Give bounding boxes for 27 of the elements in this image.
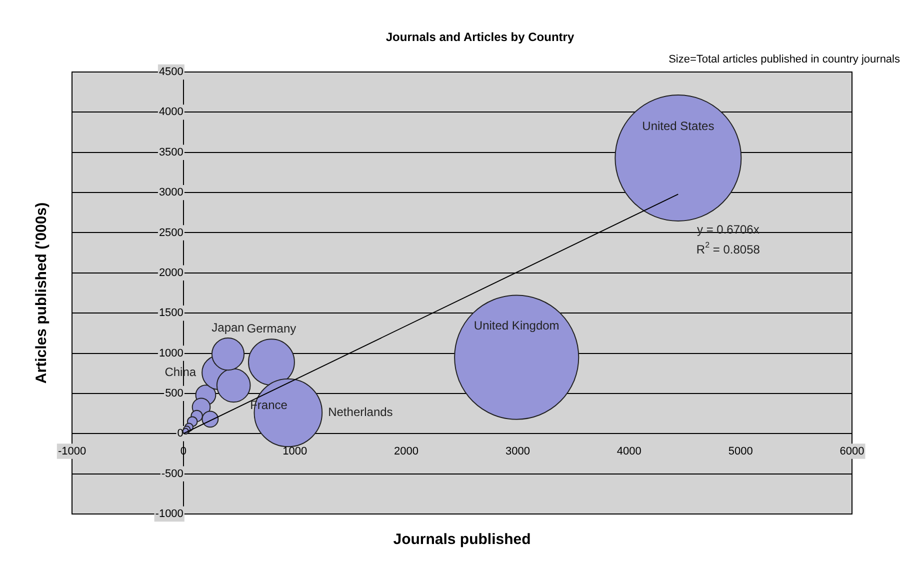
chart-title: Journals and Articles by Country <box>386 30 574 44</box>
y-tick-label: 3500 <box>158 146 184 158</box>
y-tick-label: -1000 <box>155 508 184 520</box>
y-axis-title: Articles published ('000s) <box>33 202 50 384</box>
x-tick-label: -1000 <box>58 445 86 458</box>
x-tick-label: 4000 <box>616 445 642 458</box>
y-tick-label: 1500 <box>158 307 184 320</box>
series-label: United Kingdom <box>474 318 560 333</box>
y-tick-label: 4000 <box>158 106 184 118</box>
series-label: United States <box>642 118 714 133</box>
y-tick-label: 2500 <box>158 226 184 239</box>
x-axis-title: Journals published <box>393 531 531 548</box>
x-tick-label: 1000 <box>282 445 308 458</box>
chart-subtitle: Size=Total articles published in country journals <box>668 53 900 66</box>
series-label: Japan <box>212 320 244 334</box>
y-tick-label: -500 <box>161 468 184 480</box>
series-label: Germany <box>246 321 296 336</box>
x-tick-label: 5000 <box>728 445 753 458</box>
y-tick-label: 500 <box>165 387 184 400</box>
x-tick-label: 3000 <box>505 445 530 458</box>
y-tick-label: 2000 <box>158 266 184 279</box>
series-label: Netherlands <box>328 405 393 420</box>
y-tick-label: 4500 <box>158 66 184 78</box>
y-tick-label: 3000 <box>158 186 184 199</box>
y-tick-label: 1000 <box>158 347 184 360</box>
x-tick-label: 2000 <box>394 445 419 458</box>
x-tick-label: 6000 <box>840 445 864 458</box>
